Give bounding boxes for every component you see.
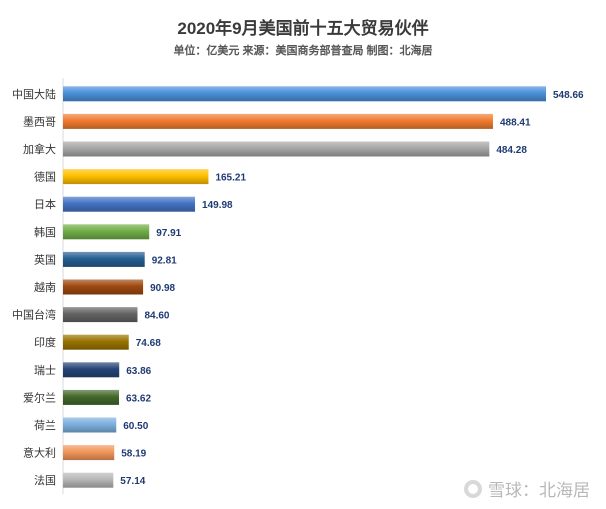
value-label: 63.86 xyxy=(126,366,151,377)
value-label: 84.60 xyxy=(144,311,169,322)
value-label: 90.98 xyxy=(150,283,175,294)
bar xyxy=(63,141,490,157)
category-label: 英国 xyxy=(34,252,56,266)
bar xyxy=(63,362,120,378)
value-label: 58.19 xyxy=(121,449,146,460)
category-label: 瑞士 xyxy=(34,363,56,377)
value-label: 63.62 xyxy=(126,393,151,404)
category-label: 德国 xyxy=(34,170,56,184)
category-label: 韩国 xyxy=(34,225,56,239)
bar xyxy=(63,196,196,212)
value-label: 165.21 xyxy=(215,173,246,184)
value-label: 57.14 xyxy=(120,476,145,487)
category-label: 中国台湾 xyxy=(12,308,56,322)
bar xyxy=(63,224,150,240)
bar xyxy=(63,389,120,405)
value-label: 484.28 xyxy=(496,145,527,156)
value-label: 149.98 xyxy=(202,200,233,211)
watermark: 雪球：北海居 xyxy=(464,476,590,501)
category-label: 爱尔兰 xyxy=(23,391,56,404)
value-label: 488.41 xyxy=(500,117,531,128)
category-label: 日本 xyxy=(34,197,56,211)
category-label: 加拿大 xyxy=(23,142,56,156)
category-label: 中国大陆 xyxy=(12,87,56,101)
bar xyxy=(63,113,493,129)
value-label: 74.68 xyxy=(136,338,161,349)
category-label: 越南 xyxy=(34,280,56,294)
category-label: 法国 xyxy=(34,473,56,487)
value-label: 92.81 xyxy=(152,255,177,266)
bar xyxy=(63,334,129,350)
value-label: 97.91 xyxy=(156,228,181,239)
chart-subtitle: 单位：亿美元 来源：美国商务部普查局 制图：北海居 xyxy=(173,45,433,57)
category-label: 印度 xyxy=(34,335,56,349)
category-label: 荷兰 xyxy=(34,419,56,432)
category-label: 意大利 xyxy=(23,446,56,460)
bar xyxy=(63,279,144,295)
chart-title: 2020年9月美国前十五大贸易伙伴 xyxy=(177,19,429,38)
category-label: 墨西哥 xyxy=(23,115,56,128)
bar xyxy=(63,445,115,461)
bar xyxy=(63,417,117,433)
bar xyxy=(63,169,209,185)
bar xyxy=(63,86,546,102)
bar xyxy=(63,251,145,267)
snowball-logo-icon xyxy=(464,479,482,498)
bar xyxy=(63,472,114,488)
bar xyxy=(63,307,138,323)
value-label: 548.66 xyxy=(553,90,584,101)
watermark-text: 雪球：北海居 xyxy=(488,481,590,500)
value-label: 60.50 xyxy=(123,421,148,432)
